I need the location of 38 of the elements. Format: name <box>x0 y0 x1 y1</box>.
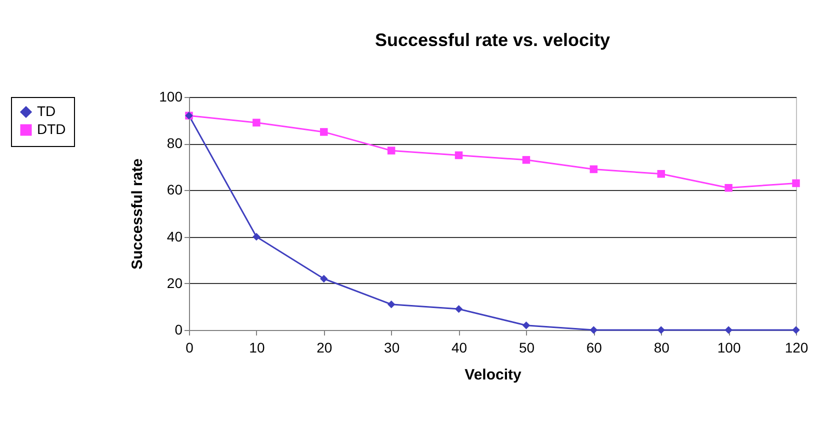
point <box>590 326 598 334</box>
x-tick-label: 40 <box>451 340 468 356</box>
point <box>657 326 665 334</box>
point <box>252 232 260 241</box>
point <box>522 156 530 164</box>
point <box>590 165 598 174</box>
point <box>387 146 396 154</box>
point <box>320 128 328 136</box>
y-tick-label: 40 <box>166 228 183 244</box>
point <box>724 326 732 334</box>
x-tick-label: 100 <box>717 340 741 356</box>
x-tick-label: 20 <box>316 340 332 356</box>
point <box>252 118 260 127</box>
y-tick-label: 0 <box>174 322 183 338</box>
point <box>724 184 732 192</box>
point <box>792 179 800 188</box>
y-tick-label: 20 <box>166 274 183 291</box>
y-tick-label: 60 <box>166 182 183 198</box>
legend-label: DTD <box>37 121 66 137</box>
x-tick-label: 50 <box>518 340 535 356</box>
x-tick-label: 80 <box>654 340 670 356</box>
point <box>454 151 463 160</box>
chart-title: Successful rate vs. velocity <box>374 30 610 50</box>
point <box>387 300 396 308</box>
x-tick-label: 120 <box>784 340 808 356</box>
y-tick-label: 80 <box>166 135 183 152</box>
point <box>657 170 665 178</box>
point <box>522 321 530 330</box>
x-tick-label: 10 <box>249 340 265 356</box>
y-axis-title: Successful rate <box>129 158 146 270</box>
y-tick-label: 100 <box>159 88 183 104</box>
point <box>454 305 463 313</box>
x-tick-label: 0 <box>186 340 194 356</box>
x-axis-title: Velocity <box>464 366 522 384</box>
x-tick-label: 60 <box>586 340 602 356</box>
legend-label: TD <box>37 103 56 119</box>
x-tick-label: 30 <box>384 340 400 356</box>
point <box>320 274 328 283</box>
